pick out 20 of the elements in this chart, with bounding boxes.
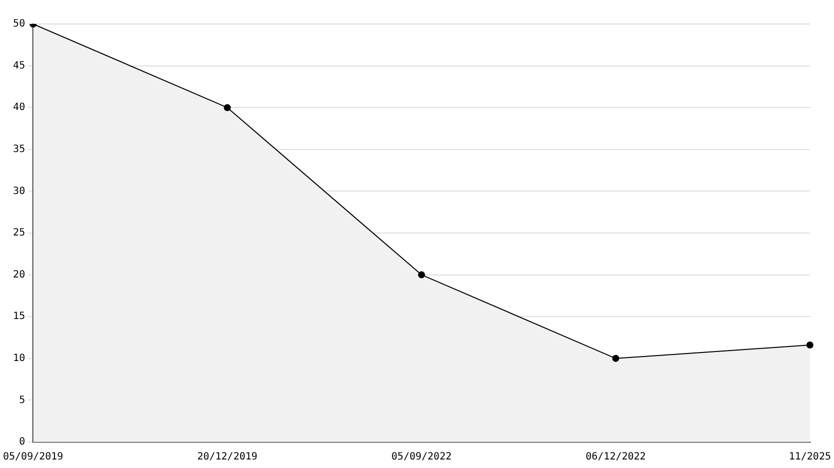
point bbox=[612, 354, 620, 362]
y-tick-label: 10 bbox=[13, 352, 26, 364]
y-tick-label: 20 bbox=[13, 269, 26, 280]
y-tick-label: 30 bbox=[13, 186, 26, 197]
y-tick-label: 0 bbox=[19, 436, 26, 448]
y-tick-label: 45 bbox=[13, 60, 26, 72]
x-tick-label: 20/12/2019 bbox=[197, 452, 258, 463]
y-tick-label: 35 bbox=[13, 144, 26, 155]
y-tick-label: 5 bbox=[19, 394, 26, 406]
x-tick-label: 05/09/2019 bbox=[2, 452, 64, 463]
point bbox=[418, 271, 426, 278]
point bbox=[224, 104, 231, 112]
y-tick-label: 25 bbox=[13, 228, 26, 239]
x-tick-label: 05/09/2022 bbox=[391, 452, 452, 463]
x-tick-label: 06/12/2022 bbox=[586, 452, 646, 463]
y-tick-label: 15 bbox=[13, 311, 26, 322]
x-tick-label: 11/2025 bbox=[788, 452, 832, 463]
y-tick-label: 40 bbox=[13, 102, 26, 114]
point bbox=[806, 342, 814, 349]
y-tick-label: 50 bbox=[13, 18, 26, 30]
